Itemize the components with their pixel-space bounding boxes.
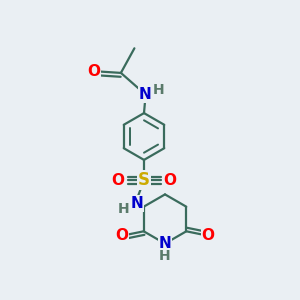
Text: O: O xyxy=(116,228,129,243)
Text: H: H xyxy=(118,202,130,216)
Text: H: H xyxy=(159,249,171,262)
Text: O: O xyxy=(201,228,214,243)
Text: N: N xyxy=(130,196,143,211)
Text: H: H xyxy=(152,83,164,97)
Text: O: O xyxy=(87,64,101,79)
Text: S: S xyxy=(138,171,150,189)
Text: N: N xyxy=(159,236,171,251)
Text: O: O xyxy=(164,173,177,188)
Text: O: O xyxy=(111,173,124,188)
Text: N: N xyxy=(139,87,152,102)
